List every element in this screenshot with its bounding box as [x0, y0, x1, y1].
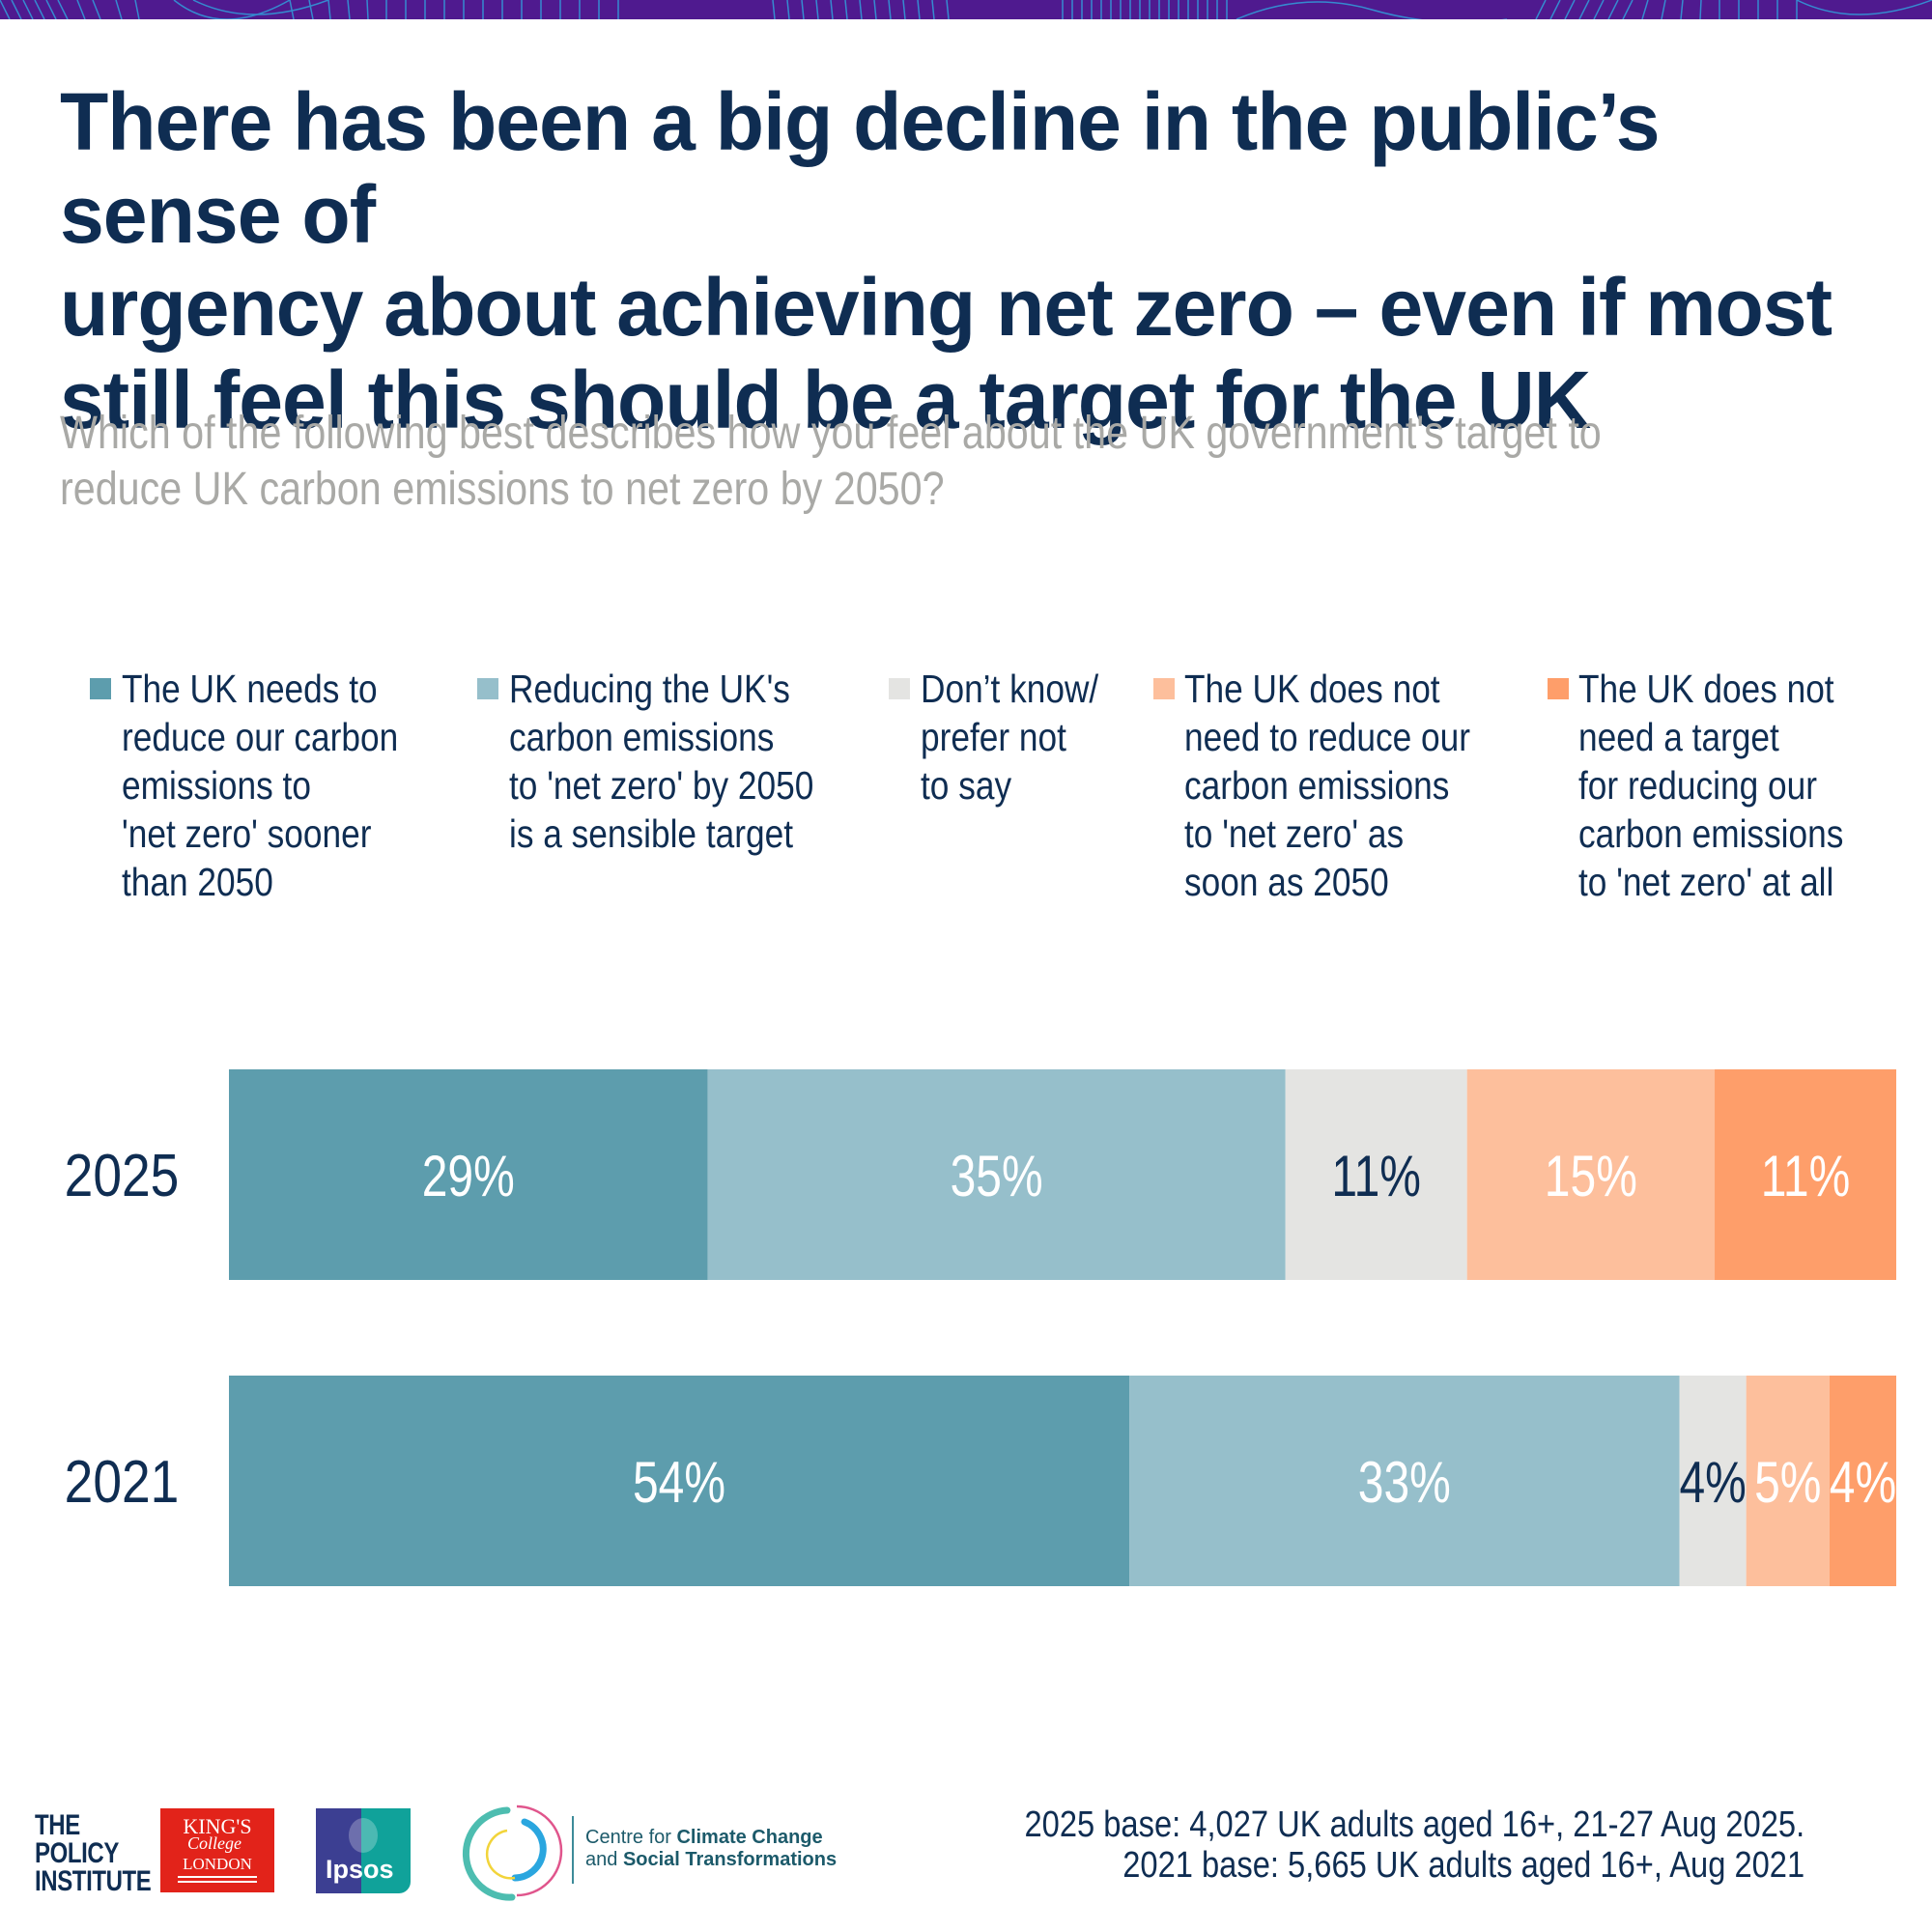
- category-label: 2021: [65, 1449, 180, 1516]
- logo-text: Climate Change: [676, 1827, 823, 1848]
- legend-label-line: carbon emissions: [509, 715, 775, 759]
- legend-label: Don’t know/prefer not to say: [921, 665, 1098, 810]
- kings-college-london-logo: KING'S College LONDON: [160, 1808, 274, 1892]
- logo-text: KING'S: [183, 1814, 252, 1838]
- chart-subtitle: Which of the following best describes ho…: [60, 406, 1638, 518]
- legend-swatch: [1548, 678, 1569, 699]
- legend-label-line: reduce our carbon: [122, 715, 399, 759]
- legend-label-line: than 2050: [122, 860, 273, 904]
- ccst-circle-logo-icon: [463, 1804, 563, 1901]
- data-label: 5%: [1754, 1450, 1821, 1515]
- legend-label-line: The UK needs to: [122, 667, 378, 711]
- title-line: urgency about achieving net zero – even …: [60, 262, 1833, 353]
- logo-text: and: [585, 1849, 623, 1870]
- legend-label-line: Reducing the UK's: [509, 667, 790, 711]
- bar-segment: [1466, 1069, 1716, 1280]
- logo-text: INSTITUTE: [35, 1865, 152, 1897]
- legend-label-line: is a sensible target: [509, 811, 793, 856]
- bar-segment: [1715, 1069, 1896, 1280]
- logo-text: LONDON: [183, 1855, 252, 1873]
- logo-rule: [178, 1881, 257, 1883]
- legend-label-line: The UK does not: [1578, 667, 1834, 711]
- title-line: still feel this should be a target for t…: [60, 355, 1591, 445]
- legend-label-line: emissions to: [122, 763, 311, 808]
- legend-label-line: to 'net zero' as: [1184, 811, 1405, 856]
- legend-label-line: soon as 2050: [1184, 860, 1389, 904]
- legend-label-line: carbon emissions: [1578, 811, 1844, 856]
- logo-text: POLICY: [35, 1837, 119, 1869]
- legend-label-line: need to reduce our: [1184, 715, 1471, 759]
- legend-label-line: 'net zero' sooner: [122, 811, 372, 856]
- bar-segment: [1829, 1376, 1896, 1586]
- logo-rule: [178, 1876, 257, 1878]
- logo-text: College: [187, 1833, 242, 1853]
- logo-text: THE: [35, 1809, 80, 1841]
- logo-text: Social Transformations: [622, 1849, 838, 1870]
- legend-swatch: [90, 678, 111, 699]
- legend-swatch: [477, 678, 498, 699]
- logo-divider: [572, 1816, 574, 1884]
- title-line: There has been a big decline in the publ…: [60, 76, 1660, 260]
- legend-label-line: for reducing our: [1578, 763, 1817, 808]
- logo-text: Ipsos: [326, 1855, 394, 1884]
- data-label: 35%: [951, 1144, 1043, 1208]
- legend-label-line: need a target: [1578, 715, 1779, 759]
- legend-label-line: carbon emissions: [1184, 763, 1450, 808]
- legend-label: The UK needs to reduce our carbon emission…: [122, 665, 398, 906]
- base-note-line: 2025 base: 4,027 UK adults aged 16+, 21-…: [1024, 1804, 1804, 1845]
- legend-label-line: The UK does not: [1184, 667, 1440, 711]
- data-label: 29%: [422, 1144, 515, 1208]
- base-note-line: 2021 base: 5,665 UK adults aged 16+, Aug…: [1122, 1845, 1804, 1886]
- legend-swatch: [1153, 678, 1175, 699]
- ipsos-logo: Ipsos: [316, 1808, 411, 1893]
- logo-text: Centre for: [585, 1827, 677, 1848]
- stacked-bar-chart: 2025 29% 35% 11% 15% 11% 2021 54% 33% 4% 5% 4%: [65, 1069, 1896, 1586]
- subtitle-line: Which of the following best describes ho…: [60, 408, 1602, 459]
- legend-label: The UK does not need to reduce our carbon …: [1184, 665, 1470, 906]
- ipsos-head-icon: [349, 1818, 378, 1853]
- legend-label-line: to say: [921, 763, 1012, 808]
- policy-institute-logo: THE POLICY INSTITUTE: [35, 1809, 152, 1897]
- data-label: 54%: [633, 1450, 725, 1515]
- legend-label-line: to 'net zero' by 2050: [509, 763, 814, 808]
- legend-label: Reducing the UK's carbon emissions to 'net…: [509, 665, 813, 858]
- bar-segment: [1129, 1376, 1680, 1586]
- legend-label-line: prefer not: [921, 715, 1066, 759]
- data-label: 11%: [1331, 1144, 1421, 1208]
- decorative-banner: [0, 0, 1932, 19]
- banner-wave-pattern: [0, 0, 1932, 19]
- legend-label: The UK does not need a target for reducing…: [1578, 665, 1843, 906]
- data-label: 15%: [1545, 1144, 1637, 1208]
- base-note: 2025 base: 4,027 UK adults aged 16+, 21-…: [1024, 1804, 1804, 1886]
- data-label: 33%: [1358, 1450, 1451, 1515]
- legend-swatch: [889, 678, 910, 699]
- bar-segment: [1746, 1376, 1830, 1586]
- bar-segment: [1679, 1376, 1747, 1586]
- category-label: 2025: [65, 1143, 180, 1209]
- bar-segment: [1285, 1069, 1467, 1280]
- data-label: 4%: [1679, 1450, 1746, 1515]
- bar-segment: [229, 1069, 708, 1280]
- data-label: 4%: [1830, 1450, 1896, 1515]
- subtitle-line: reduce UK carbon emissions to net zero b…: [60, 464, 945, 515]
- data-label: 11%: [1761, 1144, 1851, 1208]
- legend-label-line: to 'net zero' at all: [1578, 860, 1834, 904]
- legend-label-line: Don’t know/: [921, 667, 1099, 711]
- chart-title: There has been a big decline in the publ…: [60, 75, 1859, 446]
- bar-segment: [707, 1069, 1286, 1280]
- ccst-logo-text: Centre for Climate Change and Social Tra…: [585, 1827, 837, 1871]
- bar-segment: [229, 1376, 1130, 1586]
